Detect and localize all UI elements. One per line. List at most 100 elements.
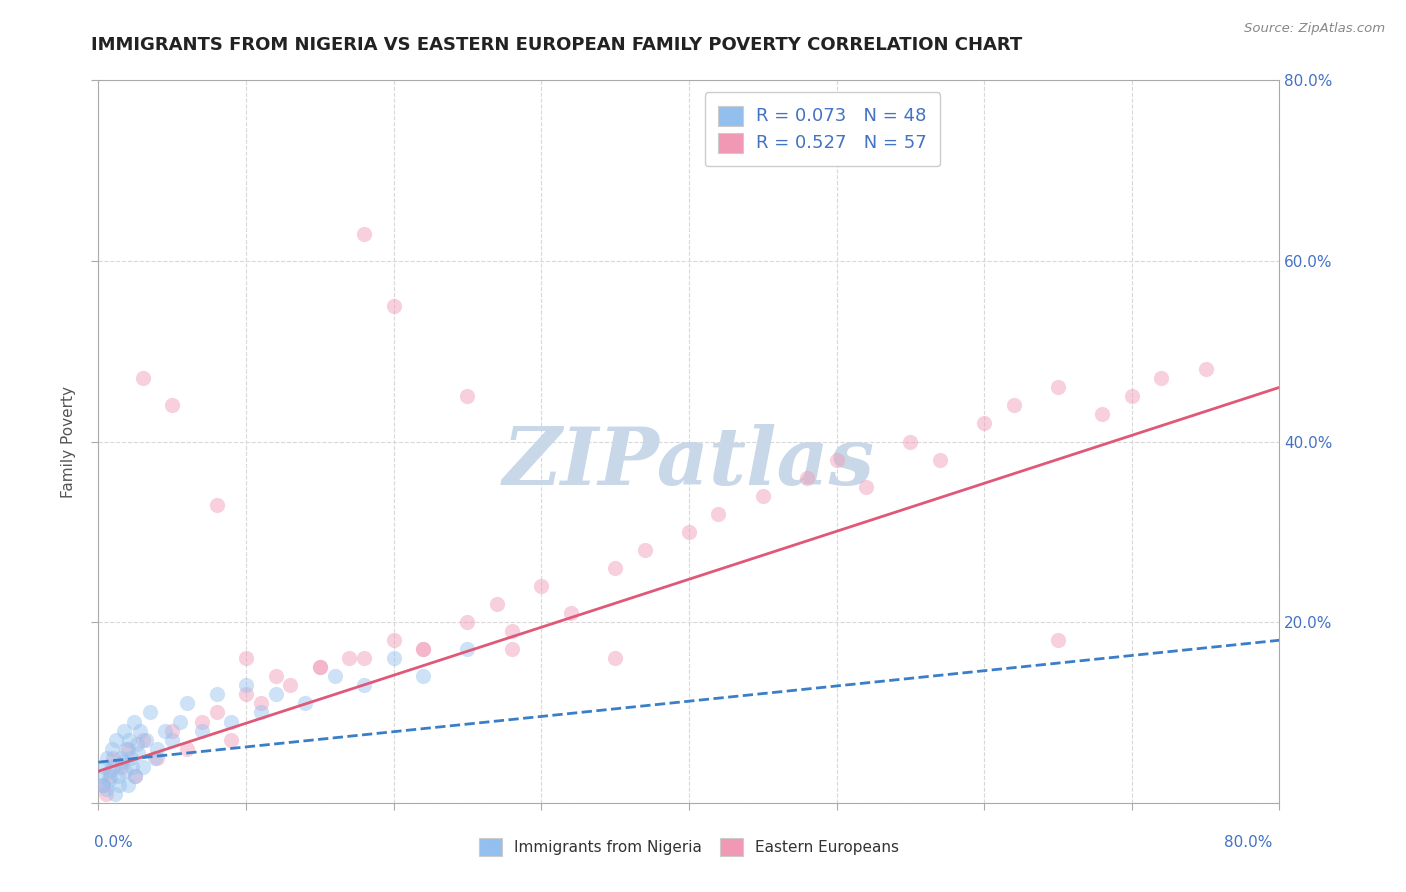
Point (929, 452, 952, 467)
Point (1047, 633, 1070, 648)
Point (1121, 389, 1143, 403)
Text: ZIPatlas: ZIPatlas (503, 425, 875, 502)
Point (457, 615, 479, 630)
Point (1150, 371, 1173, 385)
Point (900, 434, 922, 449)
Point (104, 787, 127, 801)
Text: Source: ZipAtlas.com: Source: ZipAtlas.com (1244, 22, 1385, 36)
Point (91, 778, 114, 792)
Point (114, 764, 136, 779)
Point (98, 769, 121, 783)
Point (125, 737, 148, 751)
Point (1002, 398, 1025, 412)
Point (501, 624, 523, 639)
Point (294, 697, 316, 711)
Point (796, 471, 818, 485)
Point (132, 371, 155, 385)
Point (323, 669, 346, 683)
Point (280, 678, 302, 692)
Point (153, 723, 176, 738)
Point (135, 732, 157, 747)
Point (457, 642, 479, 657)
Point (94, 787, 117, 801)
Legend: Immigrants from Nigeria, Eastern Europeans: Immigrants from Nigeria, Eastern Europea… (471, 830, 907, 863)
Point (486, 597, 509, 611)
Point (97, 773, 120, 788)
Point (132, 760, 155, 774)
Point (93, 760, 115, 774)
Point (560, 606, 582, 620)
Point (309, 660, 332, 674)
Point (127, 746, 149, 760)
Point (176, 697, 198, 711)
Point (120, 750, 142, 764)
Point (94, 782, 117, 797)
Point (103, 760, 125, 774)
Point (634, 542, 657, 557)
Point (122, 714, 145, 729)
Point (143, 750, 166, 764)
Point (382, 633, 405, 648)
Text: 80.0%: 80.0% (1225, 836, 1272, 850)
Point (162, 398, 183, 412)
Point (412, 669, 434, 683)
Point (205, 498, 228, 512)
Point (264, 669, 287, 683)
Point (605, 651, 627, 665)
Point (91, 778, 114, 792)
Point (221, 732, 243, 747)
Point (412, 642, 434, 657)
Point (205, 706, 228, 720)
Point (98, 764, 121, 779)
Point (111, 755, 134, 769)
Point (235, 687, 257, 701)
Point (169, 714, 191, 729)
Point (139, 706, 162, 720)
Point (353, 651, 375, 665)
Point (973, 417, 995, 431)
Point (707, 507, 730, 521)
Point (112, 723, 135, 738)
Y-axis label: Family Poverty: Family Poverty (60, 385, 76, 498)
Point (128, 723, 150, 738)
Point (605, 561, 627, 575)
Point (501, 642, 523, 657)
Point (162, 723, 183, 738)
Point (678, 524, 700, 539)
Point (825, 452, 848, 467)
Point (1195, 362, 1218, 376)
Point (107, 769, 129, 783)
Point (1047, 380, 1070, 394)
Point (457, 389, 479, 403)
Point (162, 732, 183, 747)
Point (530, 579, 553, 593)
Point (221, 714, 243, 729)
Point (103, 750, 125, 764)
Point (117, 778, 139, 792)
Point (855, 480, 877, 494)
Point (124, 769, 146, 783)
Point (108, 778, 131, 792)
Point (121, 760, 143, 774)
Point (205, 687, 228, 701)
Point (146, 741, 169, 756)
Point (353, 678, 375, 692)
Point (117, 741, 139, 756)
Point (191, 723, 214, 738)
Point (235, 651, 257, 665)
Point (1091, 408, 1114, 422)
Text: IMMIGRANTS FROM NIGERIA VS EASTERN EUROPEAN FAMILY POVERTY CORRELATION CHART: IMMIGRANTS FROM NIGERIA VS EASTERN EUROP… (91, 36, 1022, 54)
Point (110, 760, 132, 774)
Point (339, 651, 361, 665)
Point (382, 651, 405, 665)
Point (176, 741, 198, 756)
Point (191, 714, 214, 729)
Point (752, 489, 775, 503)
Point (264, 687, 287, 701)
Point (110, 750, 132, 764)
Point (235, 678, 257, 692)
Point (412, 642, 434, 657)
Point (382, 299, 405, 313)
Point (118, 732, 141, 747)
Point (250, 697, 273, 711)
